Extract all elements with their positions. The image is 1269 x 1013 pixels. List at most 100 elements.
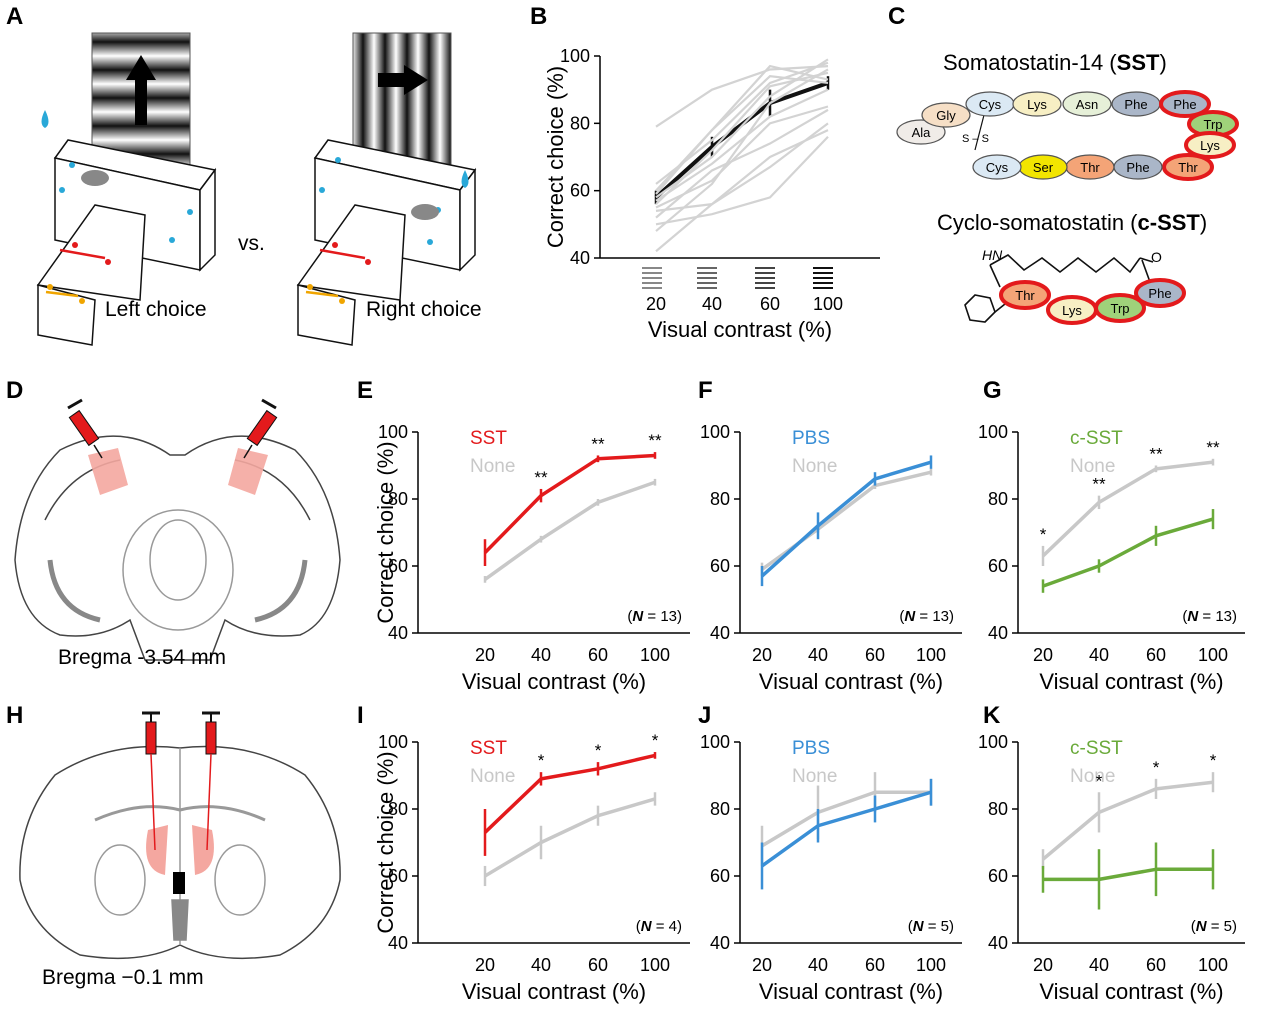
residue-label: Cys bbox=[986, 160, 1009, 175]
brain-section-posterior bbox=[14, 435, 341, 661]
residue-label: Thr bbox=[1015, 288, 1035, 303]
residue-phe bbox=[1159, 90, 1211, 118]
residue-label: Thr bbox=[1080, 160, 1100, 175]
x-tick-label: 100 bbox=[813, 294, 843, 314]
legend-none: None bbox=[470, 766, 515, 787]
y-tick-label: 60 bbox=[988, 556, 1008, 576]
chart-i: 40 60 80 100 20 40 60 100 Visual contrast (%) Cor… bbox=[373, 731, 690, 1004]
series-line-pbs bbox=[760, 790, 932, 868]
y-tick-label: 100 bbox=[700, 422, 730, 442]
contrast-icons bbox=[642, 267, 833, 289]
x-tick-label: 20 bbox=[752, 645, 772, 665]
maze-right: Right choice bbox=[296, 32, 482, 346]
y-tick-label: 80 bbox=[710, 489, 730, 509]
water-drop-icon bbox=[41, 110, 49, 128]
x-tick-label: 60 bbox=[1146, 955, 1166, 975]
residue-lys bbox=[1184, 131, 1236, 159]
x-axis-label: Visual contrast (%) bbox=[1039, 979, 1223, 1004]
n-label: (N = 5) bbox=[908, 918, 954, 935]
x-tick-label: 40 bbox=[702, 294, 722, 314]
series-line-none bbox=[761, 790, 931, 848]
legend-none: None bbox=[1070, 456, 1115, 477]
y-tick-label: 100 bbox=[978, 732, 1008, 752]
residue-trp bbox=[1094, 293, 1146, 323]
x-tick-label: 20 bbox=[475, 955, 495, 975]
residue-label: Ser bbox=[1033, 160, 1054, 175]
x-tick-label: 60 bbox=[865, 645, 885, 665]
disulfide-bond bbox=[974, 114, 985, 151]
hn-label: HN bbox=[982, 247, 1003, 263]
residue-label: Lys bbox=[1200, 138, 1220, 153]
series-line-pbs bbox=[760, 460, 932, 578]
legend-pbs: PBS bbox=[792, 738, 830, 759]
significance-star: ** bbox=[1206, 438, 1220, 457]
y-tick-label: 100 bbox=[378, 732, 408, 752]
y-tick-label: 60 bbox=[388, 556, 408, 576]
x-tick-label: 100 bbox=[640, 645, 670, 665]
chart-k: 40 60 80 100 20 40 60 100 Visual contrast (%) c-S… bbox=[978, 732, 1245, 1004]
y-tick-label: 40 bbox=[710, 933, 730, 953]
legend-none: None bbox=[792, 766, 837, 787]
panel-label-j: J bbox=[698, 702, 711, 729]
legend-sst: SST bbox=[470, 428, 507, 449]
x-tick-label: 60 bbox=[1146, 645, 1166, 665]
y-axis-label: Correct choice (%) bbox=[373, 441, 398, 623]
series-line-sst bbox=[483, 453, 656, 554]
series-line-mean bbox=[654, 81, 829, 199]
significance-star: ** bbox=[534, 468, 548, 487]
residue-label: Phe bbox=[1124, 97, 1147, 112]
panel-c: C Somatostatin-14 (SST) Ala Gly Cys Lys Asn P… bbox=[888, 3, 1239, 325]
x-tick-label: 100 bbox=[640, 955, 670, 975]
n-label: (N = 4) bbox=[636, 918, 682, 935]
residue-thr bbox=[1162, 153, 1214, 181]
y-tick-label: 60 bbox=[570, 181, 590, 201]
residue-label: Cys bbox=[979, 97, 1002, 112]
series-line-none bbox=[1041, 460, 1214, 558]
x-tick-label: 60 bbox=[588, 645, 608, 665]
csst-peptide-chain: Thr Lys Trp Phe bbox=[999, 278, 1186, 325]
x-axis-label: Visual contrast (%) bbox=[462, 979, 646, 1004]
o-label: O bbox=[1151, 249, 1162, 265]
legend-sst: SST bbox=[470, 738, 507, 759]
x-tick-label: 20 bbox=[646, 294, 666, 314]
chart-g: 40 60 80 100 20 40 60 100 Visual contrast (%) c-S… bbox=[978, 422, 1245, 694]
label-right-choice: Right choice bbox=[366, 298, 482, 321]
series-line-sst bbox=[483, 753, 656, 834]
individual-line bbox=[655, 88, 829, 202]
y-tick-label: 80 bbox=[710, 799, 730, 819]
residue-gly bbox=[921, 102, 971, 128]
chart-b: 40 60 80 100 20 40 60 100 Visual contrast (%) Cor… bbox=[543, 46, 880, 342]
residue-ala bbox=[896, 119, 946, 145]
x-tick-label: 100 bbox=[916, 645, 946, 665]
x-axis-label: Visual contrast (%) bbox=[759, 669, 943, 694]
syringe-right-icon bbox=[202, 711, 220, 851]
caption-bregma-d: Bregma -3.54 mm bbox=[58, 646, 226, 669]
x-axis-label: Visual contrast (%) bbox=[1039, 669, 1223, 694]
n-label: (N = 13) bbox=[899, 608, 954, 625]
individual-line bbox=[655, 129, 829, 253]
legend-c-sst: c-SST bbox=[1070, 428, 1123, 449]
n-label: (N = 13) bbox=[627, 608, 682, 625]
x-tick-label: 100 bbox=[916, 955, 946, 975]
sst-title: Somatostatin-14 (SST) bbox=[943, 50, 1167, 75]
injection-target-left bbox=[146, 825, 168, 875]
significance-star: * bbox=[595, 741, 602, 760]
maze-left: Left choice bbox=[36, 32, 217, 346]
series-line-c-sst bbox=[1042, 517, 1214, 588]
residue-phe bbox=[1134, 278, 1186, 308]
individual-line bbox=[655, 58, 829, 199]
csst-structure bbox=[964, 254, 1154, 323]
series-line-none bbox=[483, 480, 656, 581]
series-line-none bbox=[484, 797, 656, 878]
significance-star: ** bbox=[648, 431, 662, 450]
x-tick-label: 60 bbox=[588, 955, 608, 975]
residue-label: Thr bbox=[1178, 160, 1198, 175]
csst-title: Cyclo-somatostatin (c-SST) bbox=[937, 210, 1207, 235]
x-tick-label: 20 bbox=[1033, 645, 1053, 665]
significance-star: * bbox=[652, 731, 659, 750]
individual-line bbox=[655, 61, 829, 185]
y-tick-label: 40 bbox=[988, 623, 1008, 643]
panel-label-i: I bbox=[357, 702, 364, 729]
chart-e: 40 60 80 100 20 40 60 100 Visual contrast (%) Cor… bbox=[373, 422, 690, 694]
